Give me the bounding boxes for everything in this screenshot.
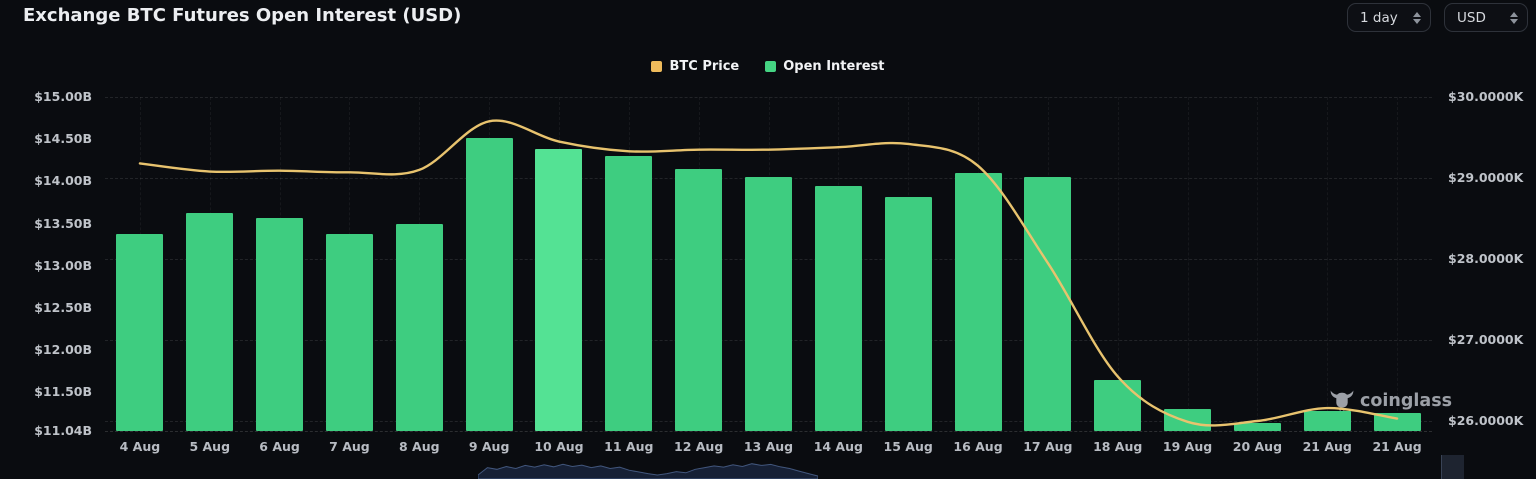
right-axis-tick: $27.0000K [1448,332,1524,347]
coinglass-bull-icon [1330,390,1354,412]
bar-4-aug[interactable] [116,233,164,431]
bar-14-aug[interactable] [814,186,862,431]
x-tick-21-aug: 21 Aug [1302,439,1352,454]
vertical-gridline [1187,97,1189,431]
left-axis-tick: $13.00B [34,257,92,273]
bar-18-aug[interactable] [1094,379,1142,431]
left-axis-tick: $15.00B [34,89,92,104]
x-tick-21-aug: 21 Aug [1372,439,1422,454]
x-tick-20-aug: 20 Aug [1232,439,1283,454]
coinglass-watermark: coinglass [1328,387,1452,415]
chevron-up-down-icon [1413,11,1421,24]
left-axis-tick: $11.04B [34,423,92,438]
bar-5-aug[interactable] [186,213,234,431]
left-axis-tick: $13.50B [34,215,92,231]
x-tick-16-aug: 16 Aug [953,439,1003,454]
x-axis-line [105,431,1432,432]
interval-dropdown[interactable]: 1 day [1347,3,1431,32]
right-axis-tick: $30.0000K [1448,89,1524,104]
x-tick-5-aug: 5 Aug [189,439,231,454]
navigator-handle[interactable] [1441,455,1464,479]
bar-19-aug[interactable] [1164,409,1212,431]
bar-17-aug[interactable] [1024,177,1072,431]
x-tick-11-aug: 11 Aug [604,439,654,454]
horizontal-gridline [105,97,1432,98]
x-tick-14-aug: 14 Aug [813,439,863,454]
bar-10-aug[interactable] [535,149,583,431]
x-tick-19-aug: 19 Aug [1162,439,1213,454]
chart-legend: BTC Price Open Interest [0,59,1536,74]
watermark-text: coinglass [1360,391,1453,411]
left-axis-tick: $14.50B [34,131,92,147]
legend-label-open-interest: Open Interest [783,59,885,74]
bar-12-aug[interactable] [675,168,723,431]
x-tick-8-aug: 8 Aug [398,439,440,454]
x-tick-18-aug: 18 Aug [1093,439,1143,454]
x-tick-6-aug: 6 Aug [259,439,300,454]
right-axis-tick: $26.0000K [1448,413,1524,428]
currency-dropdown-value: USD [1457,9,1486,26]
left-axis-tick: $12.50B [34,299,92,315]
bar-20-aug[interactable] [1233,423,1281,431]
legend-item-open-interest[interactable]: Open Interest [765,59,885,74]
bar-21-aug[interactable] [1373,413,1421,431]
interval-dropdown-value: 1 day [1360,9,1398,26]
left-axis-tick: $12.00B [34,342,92,358]
x-tick-17-aug: 17 Aug [1023,439,1073,454]
bar-16-aug[interactable] [954,172,1002,431]
navigator-preview[interactable] [478,455,818,479]
left-axis-tick: $11.50B [34,384,92,400]
open-interest-swatch-icon [765,61,777,72]
chart-controls: 1 day USD [1347,3,1528,32]
bar-13-aug[interactable] [745,177,792,431]
bar-8-aug[interactable] [395,223,443,431]
x-tick-4-aug: 4 Aug [119,439,161,454]
x-tick-13-aug: 13 Aug [743,439,794,454]
x-tick-10-aug: 10 Aug [534,439,584,454]
right-axis-tick: $28.0000K [1448,251,1524,266]
bar-7-aug[interactable] [325,233,373,431]
vertical-gridline [1327,97,1329,431]
vertical-gridline [1257,97,1259,431]
x-tick-12-aug: 12 Aug [674,439,724,454]
x-tick-7-aug: 7 Aug [329,439,370,454]
btc-price-swatch-icon [651,61,663,72]
legend-item-btc-price[interactable]: BTC Price [651,59,739,74]
right-axis-tick: $29.0000K [1448,170,1524,185]
vertical-gridline [1397,97,1399,431]
bar-9-aug[interactable] [465,138,513,431]
left-axis-tick: $14.00B [34,173,92,189]
bar-11-aug[interactable] [605,156,653,431]
bar-15-aug[interactable] [884,196,932,431]
currency-dropdown[interactable]: USD [1444,3,1528,32]
chevron-up-down-icon [1510,11,1518,24]
bar-6-aug[interactable] [256,217,304,431]
legend-label-btc-price: BTC Price [669,59,740,74]
x-tick-15-aug: 15 Aug [883,439,933,454]
x-tick-9-aug: 9 Aug [468,439,510,454]
page-title: Exchange BTC Futures Open Interest (USD) [23,5,462,26]
